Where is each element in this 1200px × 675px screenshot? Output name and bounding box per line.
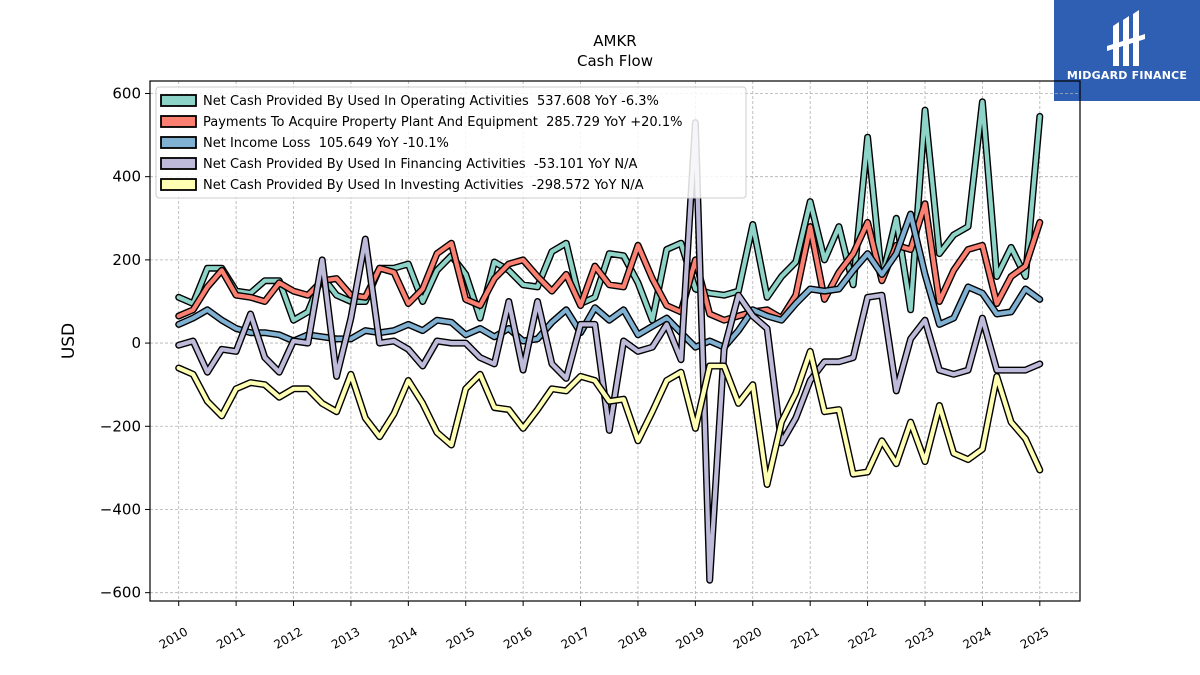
x-tick-label: 2010 [157,624,190,651]
axes-frame [149,80,1081,602]
legend-box [155,86,747,199]
legend-swatch [160,157,197,170]
series-line [176,212,1042,350]
series-line [176,120,1042,583]
legend-entry: Payments To Acquire Property Plant And E… [203,115,682,130]
x-tick-label: 2011 [214,624,247,651]
y-tick-label: 400 [112,168,141,186]
series-2 [175,210,1044,351]
x-tick-label: 2024 [960,624,993,651]
x-tick-label: 2021 [788,624,821,651]
legend-entry: Net Cash Provided By Used In Investing A… [203,178,644,193]
x-tick-label: 2012 [272,624,305,651]
x-tick-label: 2020 [731,624,764,651]
x-tick-label: 2015 [444,624,477,651]
legend-swatch [160,115,197,128]
series-line [176,349,1042,487]
chart-subtitle: Cash Flow [577,52,653,70]
y-tick-label: 200 [112,251,141,269]
legend-entry: Net Cash Provided By Used In Operating A… [203,94,659,109]
legend-entry: Net Cash Provided By Used In Financing A… [203,157,638,172]
x-tick-label: 2018 [616,624,649,651]
y-tick-label: 600 [112,84,141,102]
x-tick-label: 2013 [329,624,362,651]
chart-title: AMKR [593,32,637,50]
y-tick-label: −200 [100,417,141,435]
x-tick-label: 2022 [846,624,879,651]
y-axis-label: USD [59,323,79,359]
y-tick-label: −400 [100,500,141,518]
x-tick-label: 2014 [386,624,419,651]
x-tick-label: 2023 [903,624,936,651]
midgard-logo-mark-icon [1107,10,1145,66]
legend-swatch [160,178,197,191]
x-tick-label: 2016 [501,624,534,651]
legend: Net Cash Provided By Used In Operating A… [155,86,747,199]
series-4 [175,347,1044,488]
legend-entry: Net Income Loss 105.649 YoY -10.1% [203,136,449,151]
x-tick-label: 2019 [673,624,706,651]
series-3 [175,119,1044,584]
legend-swatch [160,136,197,149]
y-tick-label: 0 [131,334,141,352]
midgard-finance-logo: MIDGARD FINANCE [1054,0,1200,101]
logo-text: MIDGARD FINANCE [1066,69,1188,82]
legend-swatch [160,94,197,107]
x-tick-label: 2025 [1018,624,1051,651]
x-tick-label: 2017 [559,624,592,651]
y-tick-label: −600 [100,584,141,602]
